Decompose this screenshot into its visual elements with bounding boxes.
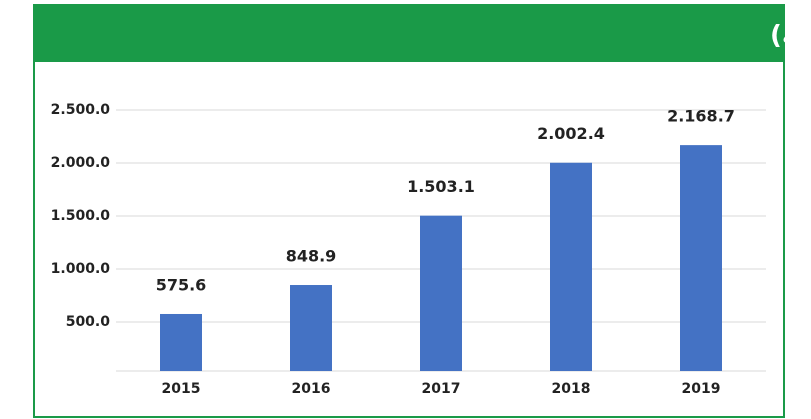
x-tick-label: 2016 [292, 381, 331, 397]
y-tick-label: 1.000.0 [51, 261, 111, 277]
frame [33, 4, 785, 418]
value-label: 2.002.4 [537, 124, 605, 143]
bar [550, 162, 592, 371]
x-tick-label: 2019 [682, 381, 721, 397]
bar [290, 285, 332, 371]
value-label: 575.6 [156, 275, 207, 294]
y-tick-label: 500.0 [66, 314, 111, 330]
header [34, 5, 784, 62]
bar [160, 313, 202, 371]
bar [680, 145, 722, 371]
value-label: 848.9 [286, 247, 337, 266]
x-tick-label: 2015 [162, 381, 201, 397]
y-tick-label: 1.500.0 [51, 208, 111, 224]
chart-title: الأرباح الصافية (مليون جنيه) [770, 19, 811, 51]
x-tick-label: 2018 [552, 381, 591, 397]
value-label: 1.503.1 [407, 177, 475, 196]
y-tick-label: 2.500.0 [51, 102, 111, 118]
y-tick-label: 2.000.0 [51, 155, 111, 171]
x-tick-label: 2017 [422, 381, 461, 397]
value-label: 2.168.7 [667, 107, 735, 126]
bar [420, 215, 462, 371]
